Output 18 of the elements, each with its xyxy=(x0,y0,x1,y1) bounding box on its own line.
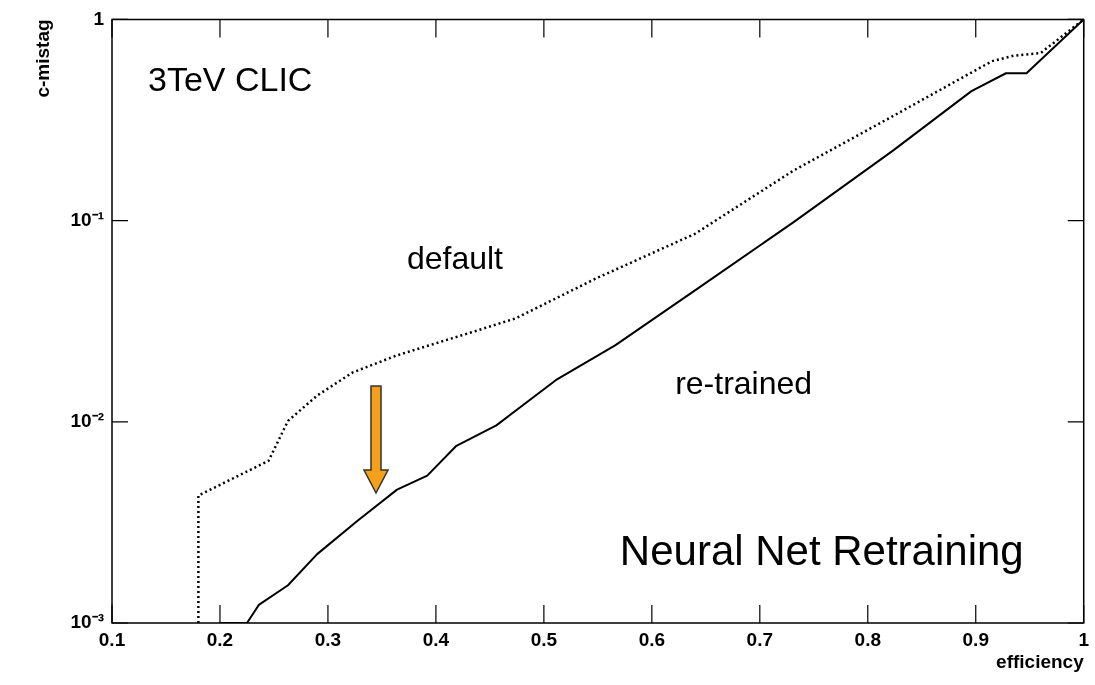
y-tick-label: 1 xyxy=(93,7,105,29)
x-tick-label: 0.7 xyxy=(746,628,774,650)
x-tick-label: 0.5 xyxy=(530,628,558,650)
x-tick-label: 0.2 xyxy=(206,628,234,650)
y-axis-title: c-mistag xyxy=(31,19,53,98)
annotation: 3TeV CLIC xyxy=(148,59,313,98)
series-label: default xyxy=(406,240,504,277)
x-tick-label: 0.8 xyxy=(854,628,881,650)
x-tick-label: 0.6 xyxy=(638,628,666,650)
x-tick-label: 0.9 xyxy=(962,628,989,650)
y-tick-label: 10⁻¹ xyxy=(70,208,104,230)
annotation: Neural Net Retraining xyxy=(619,526,1024,574)
x-axis-title: efficiency xyxy=(996,650,1085,672)
x-tick-label: 0.4 xyxy=(422,628,450,650)
x-tick-label: 1 xyxy=(1078,628,1090,650)
series-label: re-trained xyxy=(675,365,813,402)
y-tick-label: 10⁻² xyxy=(70,410,104,432)
x-tick-label: 0.3 xyxy=(314,628,342,650)
